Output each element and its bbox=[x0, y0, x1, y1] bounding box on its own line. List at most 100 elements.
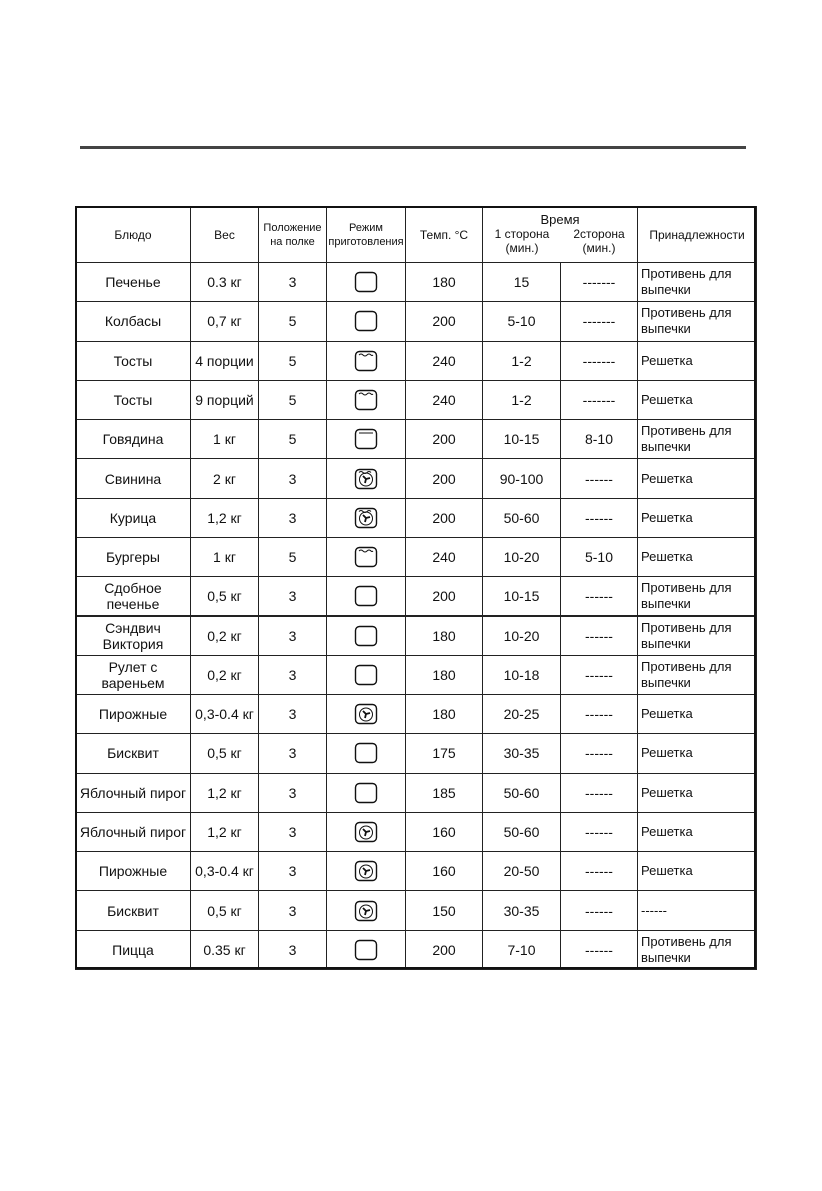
mode-icon bbox=[354, 821, 378, 843]
table-cell: 5 bbox=[258, 536, 327, 578]
mode-icon bbox=[354, 586, 378, 607]
table-cell: ------ bbox=[560, 811, 638, 853]
table-cell: Бургеры bbox=[75, 536, 191, 578]
mode-icon bbox=[354, 625, 378, 646]
accessory-cell: Противень для выпечки bbox=[637, 576, 757, 617]
accessory-cell: Решетка bbox=[637, 497, 757, 538]
table-cell: 3 bbox=[258, 262, 327, 303]
table-cell: Сдобное печенье bbox=[75, 576, 191, 617]
table-cell: ------ bbox=[560, 890, 638, 931]
table-cell: ------ bbox=[560, 733, 638, 774]
table-cell: 1-2 bbox=[482, 340, 561, 381]
table-cell: 0,5 кг bbox=[190, 890, 259, 931]
mode-cell bbox=[326, 890, 406, 931]
table-cell: 5 bbox=[258, 379, 327, 421]
table-cell: 3 bbox=[258, 654, 327, 696]
mode-icon bbox=[354, 389, 378, 411]
table-cell: ------ bbox=[560, 851, 638, 892]
table-cell: 50-60 bbox=[482, 497, 561, 538]
table-cell: ------ bbox=[560, 497, 638, 538]
table-cell: 180 bbox=[405, 694, 483, 735]
table-cell: 1 кг bbox=[190, 536, 259, 578]
table-cell: 1-2 bbox=[482, 379, 561, 421]
mode-icon bbox=[354, 546, 378, 568]
table-cell: 160 bbox=[405, 811, 483, 853]
accessory-cell: Решетка bbox=[637, 340, 757, 381]
mode-icon bbox=[354, 782, 378, 803]
mode-icon bbox=[354, 703, 378, 725]
header-cell: Принадлежности bbox=[637, 206, 757, 263]
header-cell: Темп. °C bbox=[405, 206, 483, 263]
table-cell: 180 bbox=[405, 654, 483, 696]
mode-cell bbox=[326, 536, 406, 578]
table-cell: Бисквит bbox=[75, 733, 191, 774]
accessory-cell: ------ bbox=[637, 890, 757, 931]
table-cell: Тосты bbox=[75, 379, 191, 421]
table-cell: 3 bbox=[258, 811, 327, 853]
table-cell: 0,3-0.4 кг bbox=[190, 694, 259, 735]
table-cell: 3 bbox=[258, 890, 327, 931]
table-cell: 0,5 кг bbox=[190, 576, 259, 617]
table-cell: 5-10 bbox=[482, 301, 561, 342]
table-cell: ------- bbox=[560, 301, 638, 342]
mode-cell bbox=[326, 340, 406, 381]
header-cell: Время 1 сторона (мин.) 2сторона (мин.) bbox=[482, 206, 638, 263]
table-cell: 150 bbox=[405, 890, 483, 931]
table-cell: ------ bbox=[560, 458, 638, 499]
accessory-cell: Решетка bbox=[637, 851, 757, 892]
table-cell: 160 bbox=[405, 851, 483, 892]
header-text: 2сторона (мин.) bbox=[573, 227, 625, 255]
table-cell: 90-100 bbox=[482, 458, 561, 499]
accessory-cell: Решетка bbox=[637, 458, 757, 499]
table-cell: 3 bbox=[258, 772, 327, 813]
accessory-cell: Решетка bbox=[637, 772, 757, 813]
table-cell: 1,2 кг bbox=[190, 811, 259, 853]
mode-icon bbox=[354, 350, 378, 371]
mode-cell bbox=[326, 654, 406, 696]
mode-cell bbox=[326, 576, 406, 617]
mode-icon bbox=[354, 311, 378, 332]
table-cell: 200 bbox=[405, 419, 483, 460]
mode-cell bbox=[326, 733, 406, 774]
table-cell: Пирожные bbox=[75, 851, 191, 892]
table-cell: 3 bbox=[258, 851, 327, 892]
mode-icon bbox=[354, 664, 378, 686]
table-cell: 8-10 bbox=[560, 419, 638, 460]
table-cell: ------- bbox=[560, 262, 638, 303]
table-cell: 10-20 bbox=[482, 615, 561, 656]
table-cell: 200 bbox=[405, 929, 483, 970]
header-cell: Блюдо bbox=[75, 206, 191, 263]
mode-cell bbox=[326, 929, 406, 970]
table-cell: 5-10 bbox=[560, 536, 638, 578]
accessory-cell: Решетка bbox=[637, 536, 757, 578]
table-cell: 0,7 кг bbox=[190, 301, 259, 342]
table-cell: Свинина bbox=[75, 458, 191, 499]
mode-cell bbox=[326, 851, 406, 892]
table-cell: Яблочный пирог bbox=[75, 772, 191, 813]
table-cell: 0,5 кг bbox=[190, 733, 259, 774]
table-cell: 175 bbox=[405, 733, 483, 774]
table-cell: Сэндвич Виктория bbox=[75, 615, 191, 656]
mode-icon bbox=[354, 507, 378, 528]
mode-cell bbox=[326, 301, 406, 342]
table-cell: 20-25 bbox=[482, 694, 561, 735]
table-cell: 240 bbox=[405, 536, 483, 578]
table-cell: 3 bbox=[258, 576, 327, 617]
table-cell: 200 bbox=[405, 301, 483, 342]
table-cell: 5 bbox=[258, 340, 327, 381]
table-cell: 1,2 кг bbox=[190, 497, 259, 538]
table-cell: 0.35 кг bbox=[190, 929, 259, 970]
table-cell: Пирожные bbox=[75, 694, 191, 735]
table-cell: 5 bbox=[258, 301, 327, 342]
mode-icon bbox=[354, 271, 378, 293]
table-cell: Печенье bbox=[75, 262, 191, 303]
mode-cell bbox=[326, 772, 406, 813]
table-cell: ------ bbox=[560, 772, 638, 813]
table-cell: Бисквит bbox=[75, 890, 191, 931]
table-cell: 3 bbox=[258, 497, 327, 538]
accessory-cell: Противень для выпечки bbox=[637, 262, 757, 303]
table-cell: 20-50 bbox=[482, 851, 561, 892]
table-cell: 30-35 bbox=[482, 890, 561, 931]
table-cell: 185 bbox=[405, 772, 483, 813]
header-cell: Режим приготовления bbox=[326, 206, 406, 263]
